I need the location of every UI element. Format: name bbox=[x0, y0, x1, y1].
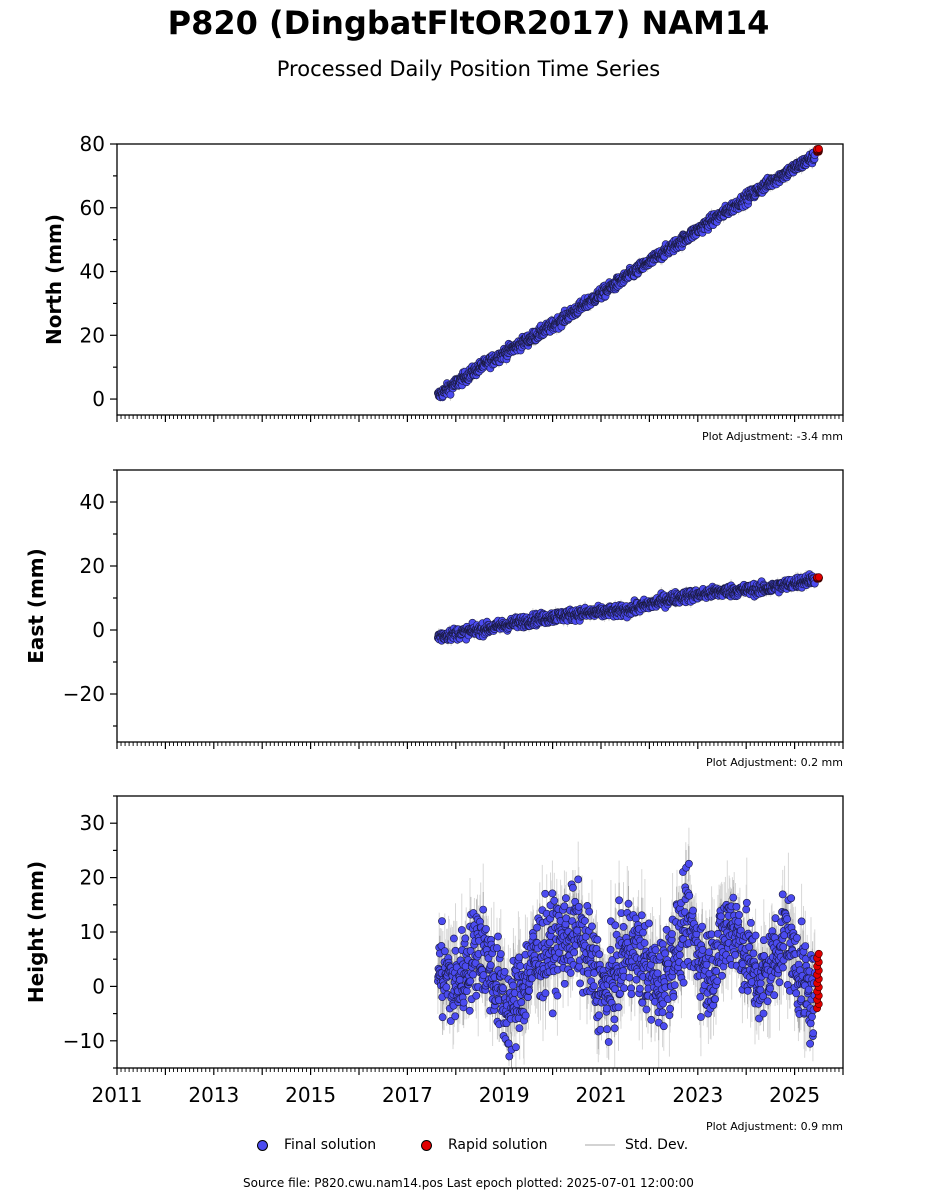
y-axis-label: North (mm) bbox=[42, 214, 66, 345]
y-tick-label: 0 bbox=[92, 618, 105, 642]
y-tick-label: 20 bbox=[80, 323, 105, 347]
panel-1: 0 20 40 60 80 North (mm) Plot Adjustment: -3.4… bbox=[42, 132, 844, 443]
y-tick-label: −20 bbox=[63, 682, 105, 706]
final-solution-points bbox=[433, 148, 819, 402]
y-tick-label: 40 bbox=[80, 490, 105, 514]
panel-plot-area bbox=[433, 144, 823, 402]
rapid-point bbox=[814, 144, 823, 153]
plot-adjustment-note: Plot Adjustment: 0.2 mm bbox=[706, 756, 843, 769]
y-tick-label: 60 bbox=[80, 196, 105, 220]
chart-title: P820 (DingbatFltOR2017) NAM14 bbox=[167, 4, 770, 42]
y-tick-label: 20 bbox=[80, 554, 105, 578]
y-tick-label: 40 bbox=[80, 260, 105, 284]
plot-frame bbox=[116, 469, 844, 743]
chart-subtitle: Processed Daily Position Time Series bbox=[276, 57, 661, 81]
rapid-solution-points bbox=[813, 144, 823, 156]
y-tick-label: 0 bbox=[92, 387, 105, 411]
rapid-solution-points bbox=[813, 573, 823, 583]
plot-adjustment-note: Plot Adjustment: -3.4 mm bbox=[702, 430, 843, 443]
y-tick-label: 80 bbox=[80, 132, 105, 156]
rapid-point bbox=[814, 573, 823, 582]
panel-plot-area bbox=[433, 827, 823, 1068]
panel-2: −20 0 20 40 East (mm) Plot Adjustment: 0.2 mm bbox=[24, 469, 844, 769]
y-axis-label: East (mm) bbox=[24, 548, 48, 664]
final-solution-points bbox=[433, 570, 819, 645]
panel-plot-area bbox=[433, 570, 823, 646]
